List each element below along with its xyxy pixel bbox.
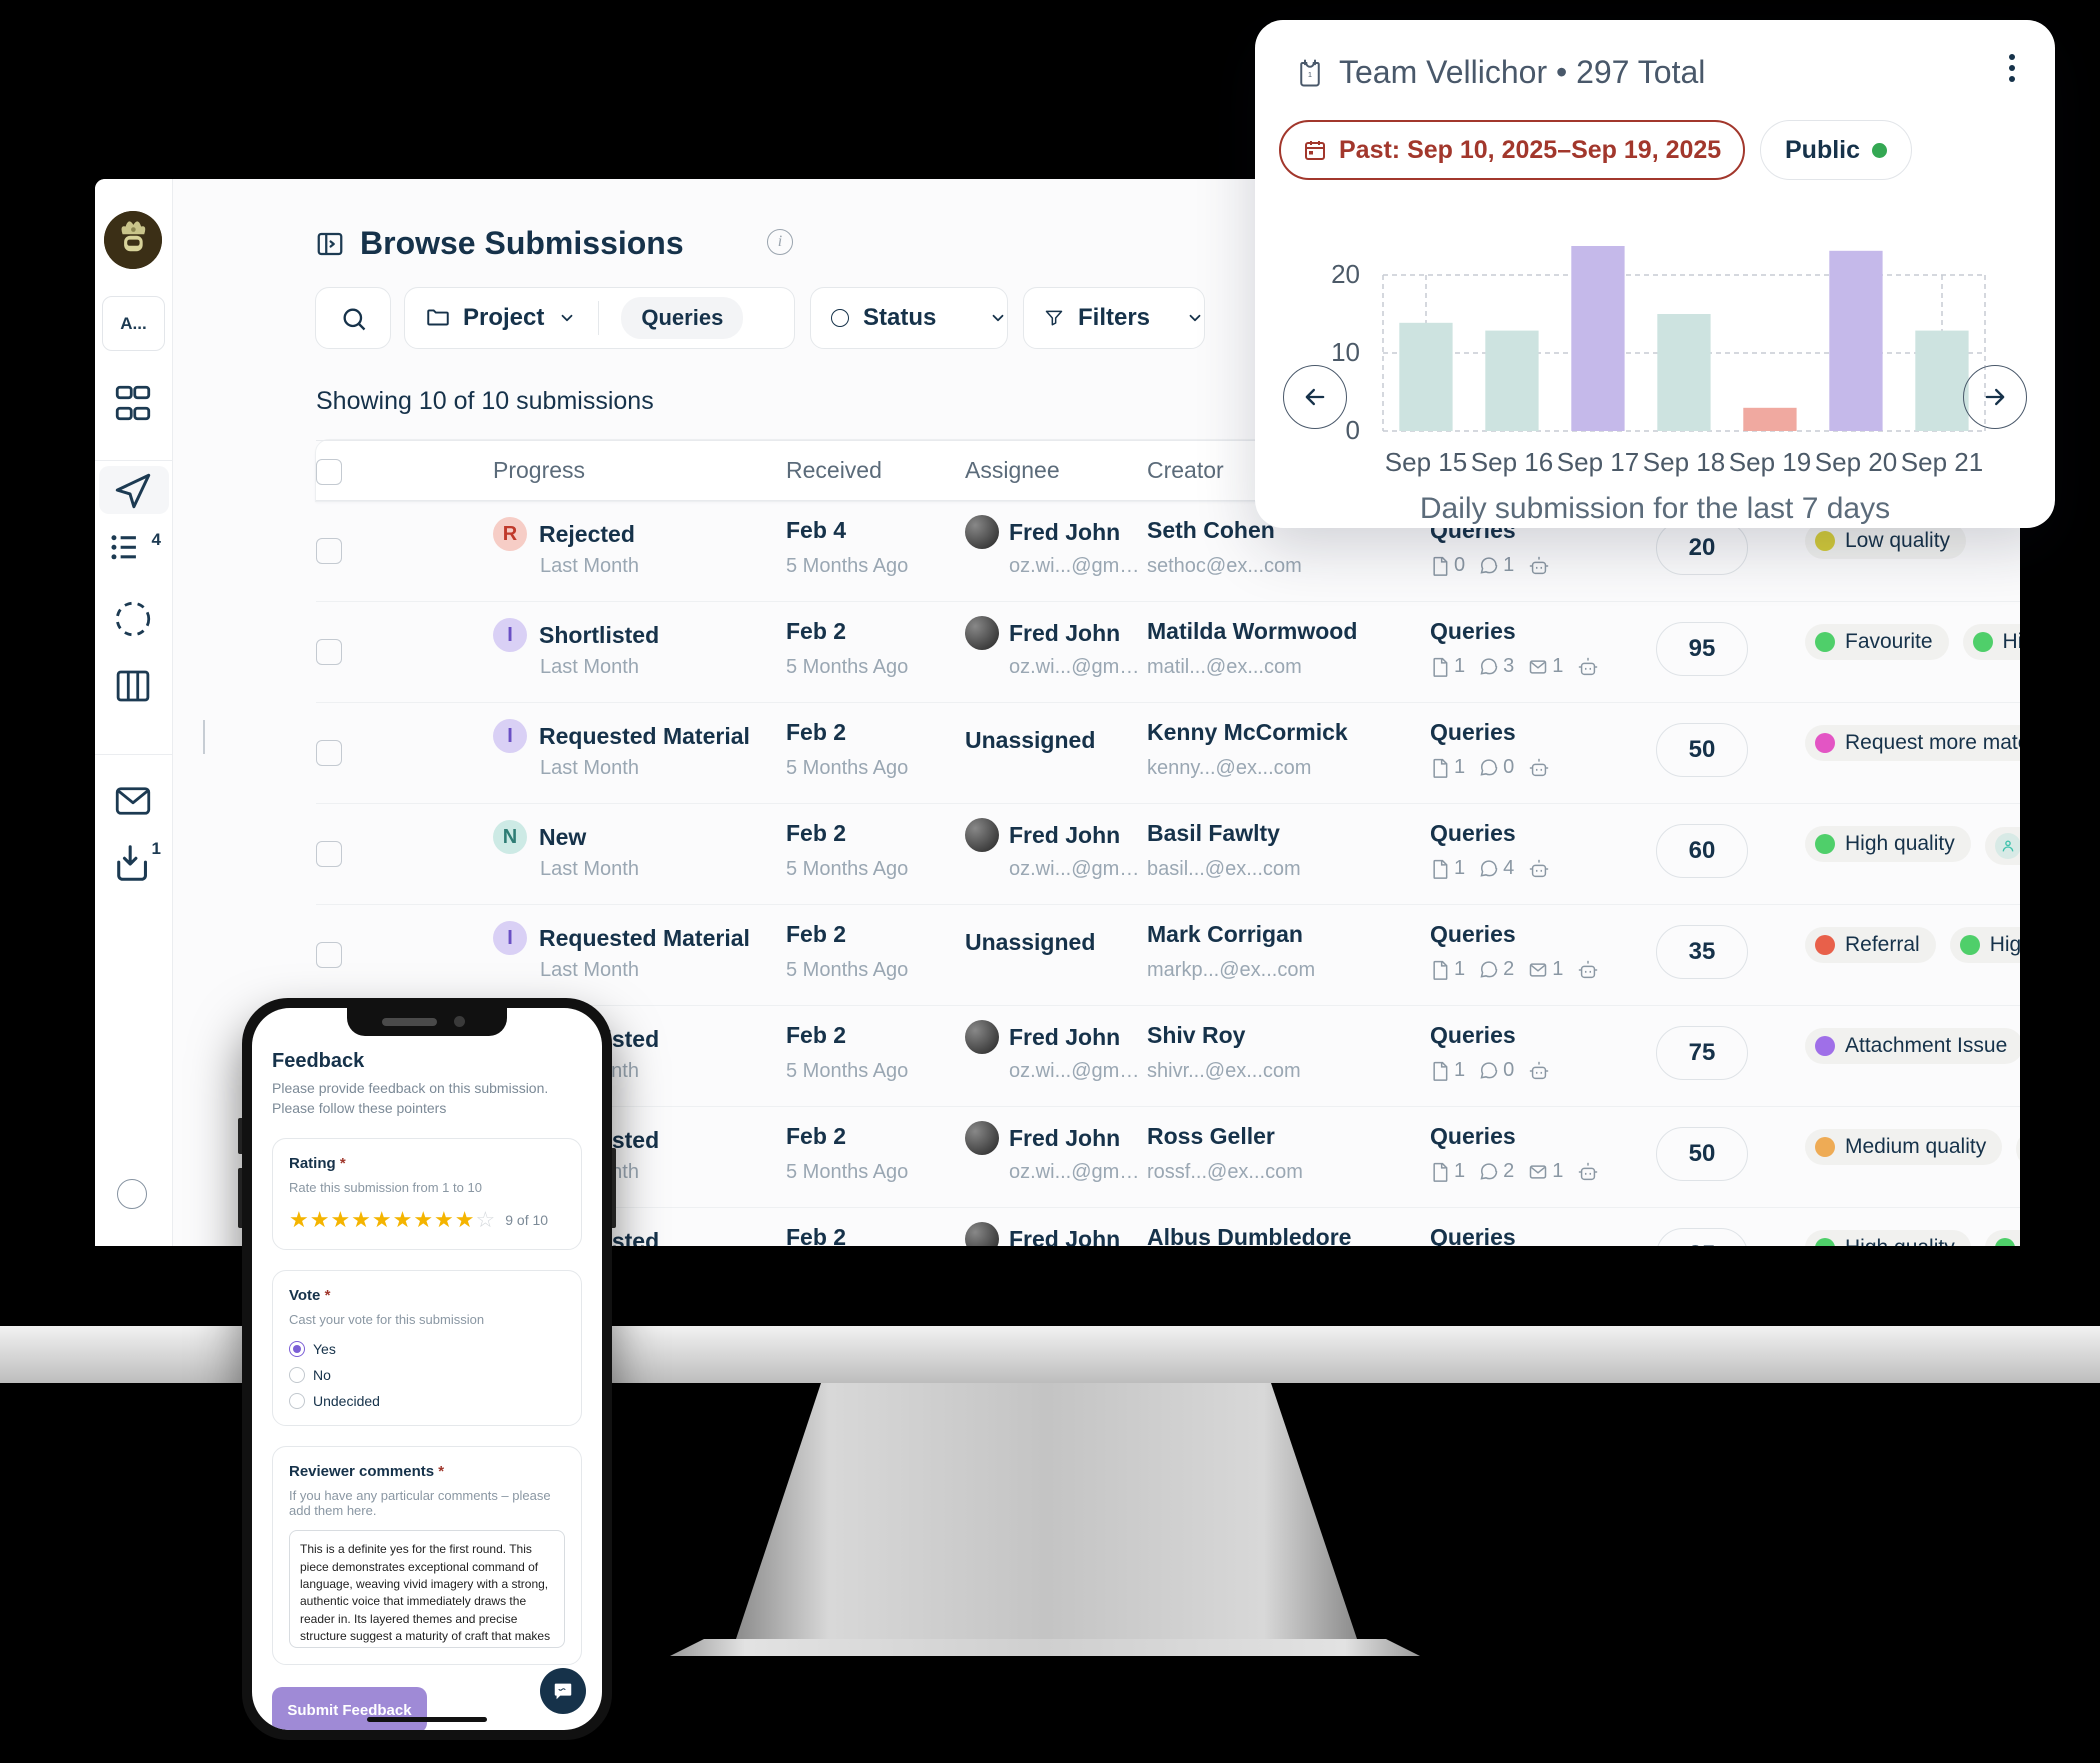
svg-text:Sep 18: Sep 18 [1643,447,1725,477]
svg-text:20: 20 [1331,259,1360,289]
svg-text:1: 1 [1308,69,1312,78]
svg-text:Sep 19: Sep 19 [1729,447,1811,477]
svg-text:Sep 16: Sep 16 [1471,447,1553,477]
svg-text:Sep 21: Sep 21 [1901,447,1983,477]
svg-text:10: 10 [1331,337,1360,367]
svg-text:Sep 15: Sep 15 [1385,447,1467,477]
svg-text:Sep 20: Sep 20 [1815,447,1897,477]
svg-text:Sep 17: Sep 17 [1557,447,1639,477]
svg-text:0: 0 [1346,415,1360,445]
